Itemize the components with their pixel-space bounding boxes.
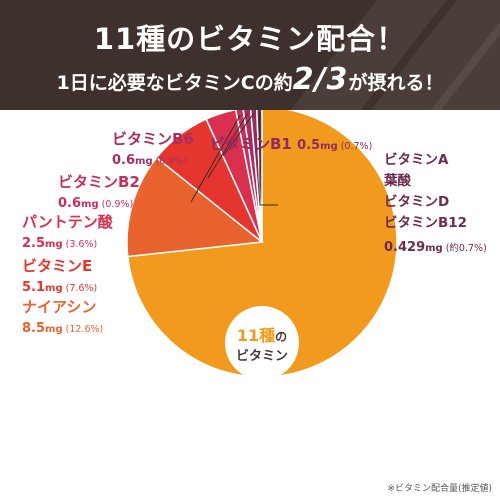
leader-bracket	[259, 197, 278, 206]
leader-line-5	[207, 113, 248, 179]
slice-label-3: パントテン酸 2.5mg (3.6%)	[22, 213, 113, 252]
header-banner: 11種のビタミン配合！ 1日に必要なビタミンCの約2/3が摂れる！	[0, 0, 500, 110]
slice-percent: (約0.7%)	[442, 242, 487, 254]
slice-percent: (73%)	[259, 424, 308, 439]
slice-percent: (12.6%)	[62, 323, 104, 335]
pie-slice-7	[256, 110, 263, 243]
slice-value: 0.429	[384, 239, 426, 255]
slice-label-5: ビタミンB6 0.6mg (0.9%)	[112, 130, 194, 169]
subheadline: 1日に必要なビタミンCの約2/3が摂れる！	[0, 62, 500, 97]
slice-unit: mg	[81, 198, 99, 210]
slice-value: 0.6	[58, 195, 82, 211]
slice-label-1: ナイアシン 8.5mg (12.6%)	[22, 298, 103, 337]
pie-slice-3	[205, 110, 263, 243]
slice-name: パントテン酸	[22, 213, 113, 231]
slice-value: 8.5	[22, 320, 46, 336]
slice-label-2: ビタミンE 5.1mg (7.6%)	[22, 257, 97, 296]
headline: 11種のビタミン配合！	[93, 22, 407, 56]
leader-line-6	[222, 113, 255, 157]
slice-unit: mg	[45, 238, 63, 250]
slice-value: 0.6	[112, 152, 136, 168]
slice-percent: (0.9%)	[152, 155, 188, 167]
slice-percent: (0.9%)	[98, 198, 134, 210]
pie-slice-5	[242, 110, 263, 243]
slice-unit: mg	[425, 242, 443, 254]
center-label-line1: 11種の	[237, 326, 287, 345]
slice-name: ビタミンC	[210, 395, 310, 419]
slice-label-4: ビタミンB2 0.6mg (0.9%)	[58, 173, 140, 212]
slice-unit: mg	[45, 323, 63, 335]
pie-slice-1	[126, 156, 264, 258]
subheadline-fraction: 2/3	[292, 62, 349, 97]
slice-unit: mg	[236, 424, 260, 439]
slice-label-0: ビタミンC 50mg (73%)	[60, 395, 460, 441]
pie-slice-4	[235, 110, 263, 243]
slice-name: ビタミンE	[22, 257, 93, 275]
slice-unit: mg	[45, 282, 63, 294]
center-label-line2: ビタミン	[236, 348, 288, 364]
pie-slice-6	[249, 110, 263, 243]
center-circle	[225, 306, 299, 380]
slice-name: ビタミンB2	[58, 173, 140, 191]
slice-name: ビタミンB1	[210, 135, 298, 153]
slice-unit: mg	[135, 155, 153, 167]
leader-line-4	[190, 114, 241, 203]
slice-value: 50	[212, 420, 237, 440]
subheadline-post: が摂れる！	[348, 72, 444, 94]
slice-label-6: ビタミンB1 0.5mg (0.7%)	[210, 134, 372, 154]
slice-percent: (3.6%)	[62, 238, 98, 250]
footnote: ※ビタミン配合量(推定値)	[387, 484, 492, 494]
slice-unit: mg	[320, 141, 338, 152]
slice-value: 2.5	[22, 235, 46, 251]
slice-value: 5.1	[22, 279, 46, 295]
slice-name-part: ビタミンA	[384, 152, 449, 168]
slice-name-part: ビタミンD	[384, 193, 450, 210]
pie-chart: 11種のビタミン	[126, 110, 398, 380]
slice-label-7: ビタミンA 葉酸ビタミンD ビタミンB12 0.429mg (約0.7%)	[384, 152, 487, 256]
slice-name-part: 葉酸	[384, 172, 411, 189]
slice-name: ナイアシン	[22, 298, 97, 316]
slice-name: ビタミンB6	[112, 130, 194, 148]
slice-percent: (0.7%)	[337, 141, 373, 152]
pie-slice-0	[126, 110, 398, 378]
slice-value: 0.5	[297, 138, 321, 153]
slice-percent: (7.6%)	[62, 282, 98, 294]
leader-line-7	[259, 112, 261, 198]
subheadline-pre: 1日に必要なビタミンCの約	[56, 72, 293, 94]
slice-name-part: ビタミンB12	[384, 214, 468, 231]
